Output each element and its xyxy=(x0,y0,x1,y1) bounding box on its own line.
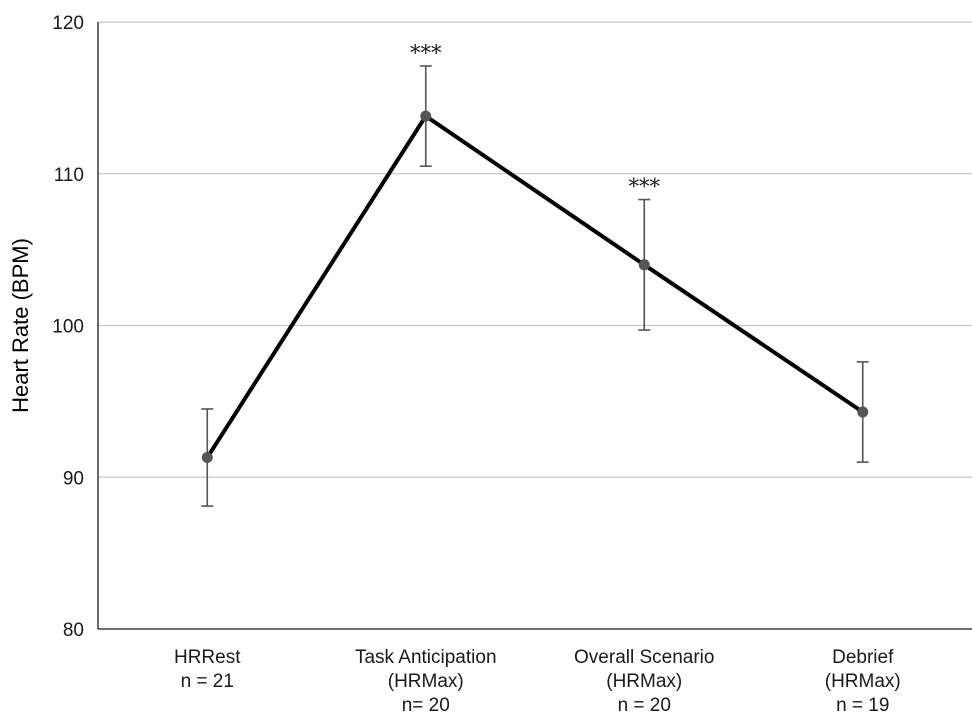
y-tick-label-90: 90 xyxy=(63,468,84,489)
data-points xyxy=(201,110,869,464)
data-point-1 xyxy=(201,452,213,464)
x-category-label-4: Debrief (HRMax) n = 19 xyxy=(825,647,901,712)
error-bars xyxy=(201,65,869,507)
y-axis-title: Heart Rate (BPM) xyxy=(8,238,33,413)
data-point-2 xyxy=(420,110,432,122)
x-category-labels: HRRest n = 21 Task Anticipation (HRMax) n= 2… xyxy=(174,647,901,712)
x-category-label-2: Task Anticipation (HRMax) n= 20 xyxy=(355,647,497,712)
y-tick-label-120: 120 xyxy=(52,13,84,34)
y-tick-label-100: 100 xyxy=(52,317,84,338)
y-tick-label-80: 80 xyxy=(63,620,84,641)
y-tick-label-110: 110 xyxy=(54,165,84,186)
gridlines xyxy=(98,21,972,478)
significance-annotations: *** *** xyxy=(410,41,661,199)
significance-annotation-2: *** xyxy=(410,41,442,65)
axes xyxy=(97,22,972,630)
data-point-4 xyxy=(857,406,869,418)
x-category-label-1: HRRest n = 21 xyxy=(174,647,241,692)
significance-annotation-3: *** xyxy=(629,175,661,199)
y-tick-labels: 80 90 100 110 120 xyxy=(52,13,84,641)
series-line-1 xyxy=(205,114,864,459)
data-point-3 xyxy=(638,259,650,271)
x-category-label-3: Overall Scenario (HRMax) n = 20 xyxy=(574,647,714,712)
series-line xyxy=(205,114,864,459)
